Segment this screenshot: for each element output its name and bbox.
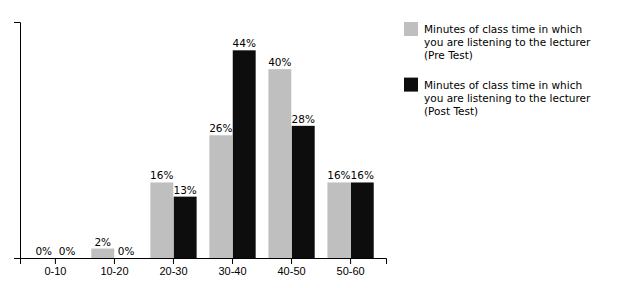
bar bbox=[115, 258, 138, 259]
legend-label: Minutes of class time in whichyou are li… bbox=[424, 79, 591, 117]
x-tick: 10-20 bbox=[100, 258, 128, 277]
data-label: 2% bbox=[94, 236, 111, 248]
plot: 0% 2% 16% 26% 40% 16% 0% 0% 13% 44% 28% 16% 0-10 10-2… bbox=[14, 23, 387, 277]
legend: Minutes of class time in whichyou are li… bbox=[404, 22, 591, 117]
x-tick-label: 0-10 bbox=[44, 265, 66, 277]
bar bbox=[233, 50, 256, 258]
data-label: 16% bbox=[351, 169, 374, 181]
x-tick: 50-60 bbox=[337, 258, 365, 277]
data-label: 16% bbox=[150, 169, 173, 181]
data-label: 26% bbox=[209, 122, 232, 134]
legend-item: Minutes of class time in whichyou are li… bbox=[404, 22, 591, 61]
x-tick-mark bbox=[291, 258, 292, 264]
x-tick: 0-10 bbox=[44, 258, 66, 277]
x-axis: 0-10 10-20 20-30 30-40 40-50 50-60 bbox=[21, 258, 387, 277]
bar bbox=[32, 258, 55, 259]
bar bbox=[150, 182, 173, 258]
y-axis-line bbox=[14, 23, 21, 259]
bar bbox=[327, 182, 350, 258]
y-axis bbox=[14, 23, 21, 259]
data-labels: 0% 2% 16% 26% 40% 16% 0% 0% 13% 44% 28% 16% bbox=[35, 37, 374, 257]
data-label: 0% bbox=[35, 245, 52, 257]
data-label: 0% bbox=[59, 245, 76, 257]
x-tick: 30-40 bbox=[218, 258, 246, 277]
legend-item: Minutes of class time in whichyou are li… bbox=[404, 78, 591, 117]
x-axis-line bbox=[21, 259, 387, 265]
bar bbox=[268, 69, 291, 258]
legend-swatch bbox=[404, 78, 418, 92]
x-tick-mark bbox=[55, 258, 56, 264]
chart: 0% 2% 16% 26% 40% 16% 0% 0% 13% 44% 28% 16% 0-10 10-2… bbox=[0, 0, 621, 288]
data-label: 40% bbox=[268, 56, 291, 68]
data-label: 0% bbox=[118, 245, 135, 257]
legend-label: Minutes of class time in whichyou are li… bbox=[424, 23, 591, 61]
x-tick-mark bbox=[114, 258, 115, 264]
x-tick-label: 40-50 bbox=[277, 265, 305, 277]
x-tick-mark bbox=[173, 258, 174, 264]
bar bbox=[209, 135, 232, 258]
data-label: 28% bbox=[292, 113, 315, 125]
data-label: 13% bbox=[174, 184, 197, 196]
bar bbox=[56, 258, 79, 259]
x-tick-mark bbox=[232, 258, 233, 264]
data-label: 16% bbox=[327, 169, 350, 181]
x-tick-mark bbox=[350, 258, 351, 264]
x-tick: 40-50 bbox=[277, 258, 305, 277]
x-tick-label: 20-30 bbox=[159, 265, 187, 277]
x-tick-label: 10-20 bbox=[100, 265, 128, 277]
x-tick: 20-30 bbox=[159, 258, 187, 277]
bars bbox=[91, 50, 373, 258]
x-tick-label: 50-60 bbox=[337, 265, 365, 277]
bar bbox=[174, 197, 197, 258]
x-tick-label: 30-40 bbox=[218, 265, 246, 277]
data-label: 44% bbox=[233, 37, 256, 49]
bar bbox=[351, 182, 374, 258]
legend-swatch bbox=[404, 22, 418, 36]
bar bbox=[91, 249, 114, 258]
bar bbox=[292, 126, 315, 258]
